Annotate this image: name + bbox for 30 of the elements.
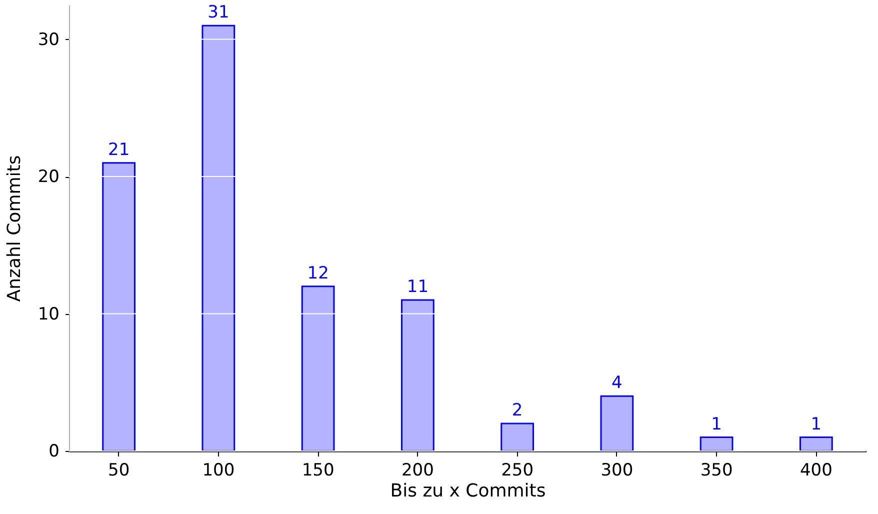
data-label: 1 bbox=[810, 414, 822, 434]
x-tick-label: 200 bbox=[401, 460, 434, 480]
bar bbox=[700, 436, 734, 452]
y-tick-label: 0 bbox=[48, 442, 60, 462]
x-axis-title: Bis zu x Commits bbox=[390, 480, 546, 502]
x-tick-label: 150 bbox=[302, 460, 334, 480]
data-label: 12 bbox=[307, 263, 329, 284]
y-axis-title: Anzahl Commits bbox=[4, 155, 25, 302]
data-label: 21 bbox=[108, 140, 130, 160]
bar bbox=[102, 162, 136, 452]
y-tick-label: 10 bbox=[38, 304, 60, 324]
bar bbox=[800, 436, 833, 452]
bar bbox=[401, 299, 434, 452]
x-tick-label: 100 bbox=[202, 460, 235, 480]
x-tick-label: 400 bbox=[800, 460, 832, 480]
data-label: 31 bbox=[208, 2, 230, 23]
y-tick-label: 30 bbox=[38, 30, 60, 50]
x-tick-label: 350 bbox=[700, 460, 733, 480]
y-tick-label: 20 bbox=[38, 167, 60, 188]
data-label: 11 bbox=[406, 277, 429, 298]
bar bbox=[301, 286, 335, 452]
bar bbox=[500, 422, 534, 452]
x-tick-label: 300 bbox=[600, 460, 634, 480]
data-label: 1 bbox=[711, 414, 722, 434]
bar bbox=[202, 24, 236, 452]
data-label: 4 bbox=[612, 373, 622, 394]
x-tick-label: 250 bbox=[501, 460, 534, 480]
x-tick-label: 50 bbox=[108, 460, 130, 480]
data-label: 2 bbox=[512, 400, 523, 421]
bar bbox=[600, 395, 634, 452]
